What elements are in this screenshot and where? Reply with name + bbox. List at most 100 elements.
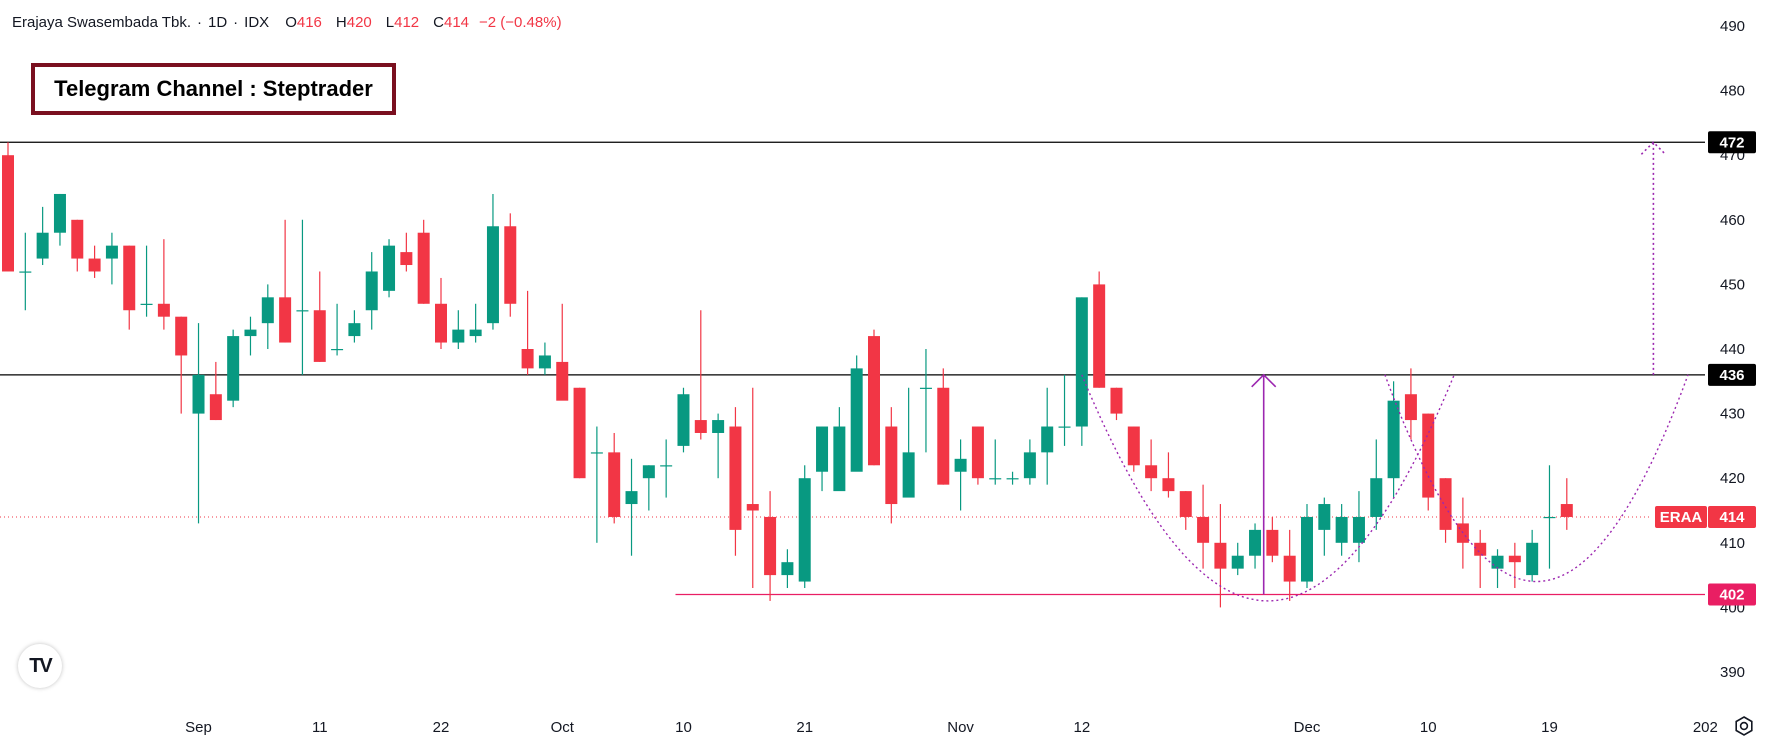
candle-body xyxy=(625,491,638,505)
candle-body xyxy=(816,426,829,472)
candle-body xyxy=(36,232,49,259)
candle-body xyxy=(1301,516,1313,582)
candle xyxy=(36,206,49,266)
candle-body xyxy=(313,310,326,362)
gear-icon-svg xyxy=(1735,716,1753,736)
separator-dot: · xyxy=(196,14,202,31)
candle xyxy=(1197,484,1210,569)
candle-body xyxy=(1508,555,1521,563)
candle-body xyxy=(2,155,14,272)
candle xyxy=(642,465,655,511)
candle-body xyxy=(123,245,136,311)
candle xyxy=(868,329,880,466)
logo-text: TV xyxy=(29,654,53,677)
gear-icon[interactable] xyxy=(1732,714,1756,738)
candle-body xyxy=(954,458,967,472)
candle-body xyxy=(694,420,707,433)
candle xyxy=(400,232,413,272)
symbol-name[interactable]: Erajaya Swasembada Tbk. xyxy=(12,14,191,31)
candle xyxy=(1145,439,1158,492)
candle xyxy=(348,310,361,343)
candle-body xyxy=(1197,516,1210,543)
candle-body xyxy=(452,329,465,343)
candle-body xyxy=(1041,426,1054,453)
candle-body xyxy=(1075,297,1088,427)
candle xyxy=(1058,374,1071,446)
candle-body xyxy=(642,465,655,479)
level-badge xyxy=(1708,131,1756,154)
candle-body xyxy=(1093,284,1106,388)
candle xyxy=(192,323,205,524)
candle xyxy=(781,549,794,589)
candle-body xyxy=(469,329,482,337)
candle-body xyxy=(504,226,517,304)
time-axis[interactable]: Sep 11 22 Oct 10 21 Nov 12 Dec 10 19 202 xyxy=(185,719,1718,736)
candle xyxy=(538,342,551,375)
last-price-badge-label: 414 xyxy=(1719,509,1745,526)
candle-body xyxy=(798,478,811,582)
candle xyxy=(1404,368,1417,440)
candle-body xyxy=(556,361,569,401)
tradingview-logo-icon[interactable]: TV xyxy=(18,644,62,688)
candle xyxy=(677,387,690,453)
last-price-badge xyxy=(1708,505,1756,528)
candles xyxy=(2,142,1573,608)
candle-body xyxy=(1422,413,1435,498)
candle xyxy=(1370,439,1383,530)
candle-body xyxy=(1335,516,1348,543)
candle xyxy=(1093,271,1106,388)
candle xyxy=(1456,497,1469,569)
candle xyxy=(1474,529,1487,589)
candle xyxy=(989,439,1002,485)
candle xyxy=(105,232,118,285)
candle xyxy=(296,219,309,375)
candle xyxy=(660,439,673,498)
level-badge xyxy=(1708,583,1756,606)
candle-body xyxy=(1266,529,1279,556)
level-badge xyxy=(1708,363,1756,386)
candle xyxy=(383,239,396,298)
candle xyxy=(469,303,482,343)
candle xyxy=(816,426,829,492)
candle xyxy=(279,219,292,343)
candle xyxy=(1075,297,1088,446)
candle-body xyxy=(660,465,673,467)
candle xyxy=(608,432,621,524)
candle xyxy=(1231,542,1244,576)
candle xyxy=(712,413,725,479)
candle xyxy=(88,245,101,278)
candle-body xyxy=(1387,400,1400,479)
y-tick-label: 420 xyxy=(1720,470,1745,487)
candle-body xyxy=(175,316,188,356)
ticker-badge-label: ERAA xyxy=(1660,509,1703,526)
candle xyxy=(71,219,84,272)
y-tick-label: 460 xyxy=(1720,212,1745,229)
candle xyxy=(694,310,707,440)
candle xyxy=(313,271,326,362)
price-badges: 472 436 402 ERAA 414 xyxy=(1655,131,1756,606)
candle-body xyxy=(1214,542,1227,569)
candle-body xyxy=(1404,394,1417,421)
candle-body xyxy=(1318,504,1331,530)
candle xyxy=(729,407,742,556)
telegram-channel-box: Telegram Channel : Steptrader xyxy=(31,63,396,115)
candle-body xyxy=(435,303,447,343)
open-value: 416 xyxy=(296,14,322,31)
candle-body xyxy=(157,303,170,317)
candle-body xyxy=(417,232,430,304)
candle xyxy=(157,239,170,330)
y-tick-label: 410 xyxy=(1720,535,1745,552)
candle xyxy=(504,213,517,317)
candle xyxy=(556,303,569,401)
candle xyxy=(1422,413,1435,511)
interval[interactable]: 1D xyxy=(207,14,228,31)
candle xyxy=(521,290,534,375)
candle-body xyxy=(261,297,274,324)
candle xyxy=(365,252,378,330)
candle-body xyxy=(1110,387,1123,414)
ticker-badge xyxy=(1655,505,1707,528)
candle xyxy=(1301,504,1313,589)
candle xyxy=(885,407,898,524)
